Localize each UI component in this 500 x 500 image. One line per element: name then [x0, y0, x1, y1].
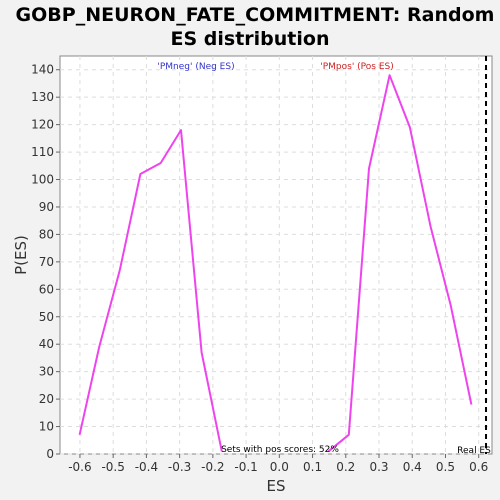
y-tick-label: 40	[39, 337, 54, 351]
x-tick-label: -0.2	[201, 460, 224, 474]
series-group	[78, 74, 473, 453]
y-tick-label: 70	[39, 255, 54, 269]
x-tick-label: -0.3	[168, 460, 191, 474]
pos-scores-annotation: Sets with pos scores: 52%	[221, 445, 339, 455]
chart-title-line1: GOBP_NEURON_FATE_COMMITMENT: Random	[16, 4, 495, 26]
x-axis-label: ES	[267, 477, 286, 495]
x-tick-label: -0.6	[68, 460, 91, 474]
real-es-label: Real ES	[457, 446, 491, 456]
x-tick-label: 0.0	[270, 460, 289, 474]
grid-lines	[60, 56, 492, 455]
y-tick-label: 20	[39, 392, 54, 406]
y-tick-label: 0	[46, 447, 54, 461]
chart-title-line2: ES distribution	[171, 28, 330, 50]
series-line-2	[327, 74, 473, 453]
neg-es-annotation: 'PMneg' (Neg ES)	[157, 62, 234, 72]
series-line-1	[78, 129, 223, 452]
x-tick-label: 0.5	[436, 460, 455, 474]
y-tick-label: 50	[39, 310, 54, 324]
x-tick-label: 0.1	[303, 460, 322, 474]
y-tick-label: 140	[31, 63, 54, 77]
x-tick-label: 0.2	[336, 460, 355, 474]
y-tick-label: 130	[31, 90, 54, 104]
axis-ticks: 0 10 20 30 40 50 60 70 80 90 100 110 120 130 140 -0.6 -0…	[31, 63, 488, 474]
x-tick-label: -0.4	[135, 460, 158, 474]
plot-area	[59, 55, 493, 455]
y-tick-label: 10	[39, 420, 54, 434]
y-tick-label: 30	[39, 365, 54, 379]
x-tick-label: 0.6	[469, 460, 488, 474]
y-tick-label: 60	[39, 282, 54, 296]
x-tick-label: 0.3	[369, 460, 388, 474]
pos-es-annotation: 'PMpos' (Pos ES)	[320, 62, 394, 72]
y-axis-label: P(ES)	[12, 235, 30, 275]
x-tick-label: 0.4	[403, 460, 422, 474]
y-tick-label: 100	[31, 173, 54, 187]
x-tick-label: -0.1	[234, 460, 257, 474]
y-tick-label: 120	[31, 118, 54, 132]
x-tick-label: -0.5	[101, 460, 124, 474]
y-tick-label: 110	[31, 145, 54, 159]
y-tick-label: 90	[39, 200, 54, 214]
y-tick-label: 80	[39, 227, 54, 241]
